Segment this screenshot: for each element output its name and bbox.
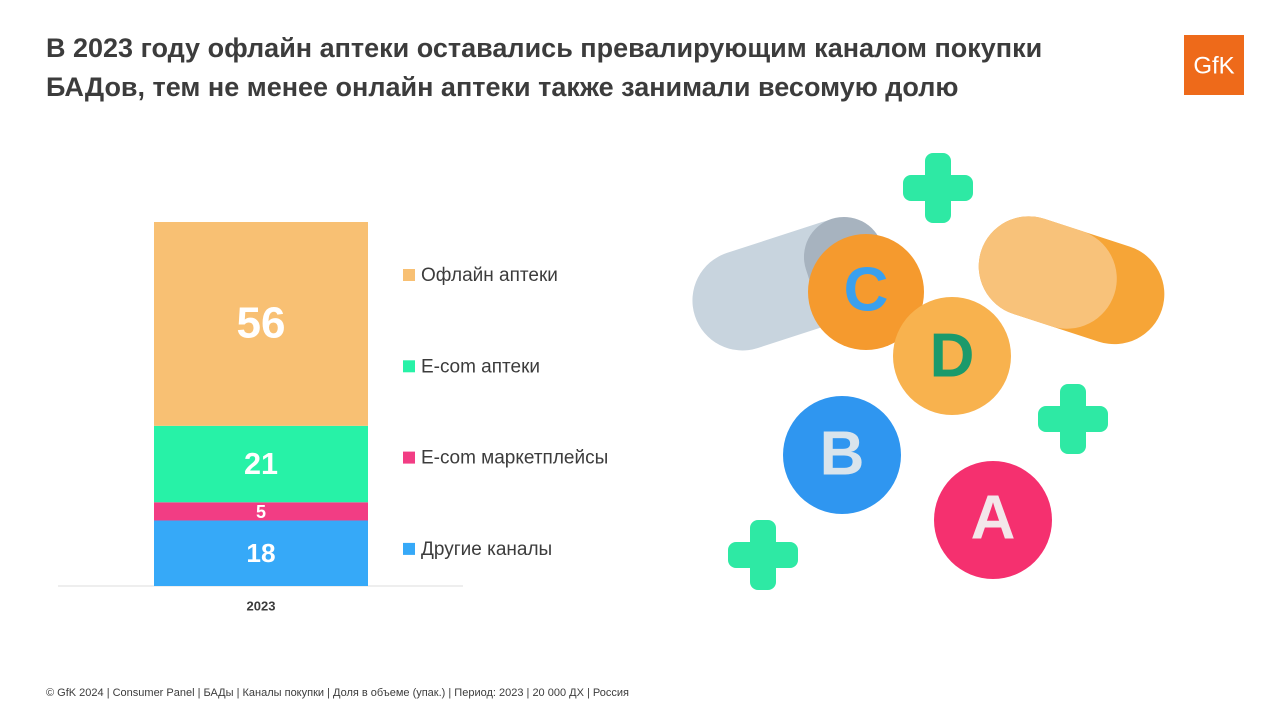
data-label: 5	[256, 502, 266, 522]
vitamin-b	[783, 396, 901, 514]
legend-label: E-com маркетплейсы	[421, 448, 608, 469]
title-line: БАДов, тем не менее онлайн аптеки также …	[46, 72, 958, 102]
vitamin-c	[808, 234, 924, 350]
capsule-orange	[978, 216, 1165, 345]
bar-segment	[154, 425, 368, 503]
vitamin-d	[893, 297, 1011, 415]
plus-icons	[728, 153, 1108, 590]
logo: GfK	[1193, 52, 1234, 79]
legend-swatch	[403, 269, 415, 281]
x-tick-label: 2023	[247, 598, 276, 613]
vitamin-letter: B	[820, 419, 865, 488]
vitamin-letter: D	[930, 321, 975, 390]
illustration: C D B A	[692, 153, 1165, 590]
vitamin-letter: C	[844, 255, 889, 324]
legend-label: Другие каналы	[421, 539, 552, 560]
bar-segment	[154, 502, 368, 521]
title-line: В 2023 году офлайн аптеки оставались пре…	[46, 33, 1042, 63]
legend-swatch	[403, 542, 415, 555]
bar-segment	[154, 520, 368, 586]
logo-box	[1184, 35, 1244, 95]
legend-swatch	[403, 451, 415, 464]
footer: © GfK 2024 | Consumer Panel | БАДы | Кан…	[46, 687, 629, 699]
vitamin-a	[934, 461, 1052, 579]
data-label: 56	[237, 299, 286, 348]
vitamin-letter: A	[971, 483, 1016, 552]
data-label: 18	[246, 538, 275, 568]
legend-swatch	[403, 360, 415, 373]
legend-label: E-com аптеки	[421, 356, 540, 377]
legend-label: Офлайн аптеки	[421, 265, 558, 286]
bar-segment	[154, 222, 368, 426]
data-label: 21	[244, 447, 278, 481]
